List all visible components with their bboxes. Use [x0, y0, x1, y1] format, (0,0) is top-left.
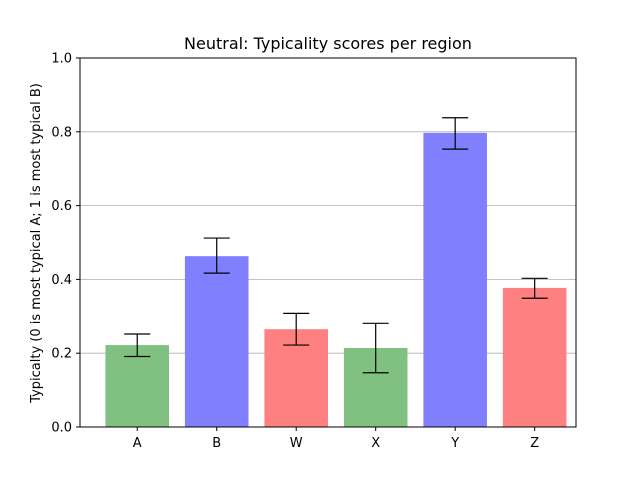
x-tick-label-X: X — [371, 436, 380, 451]
y-tick-label: 1.0 — [51, 52, 72, 67]
y-tick-label: 0.4 — [51, 273, 72, 288]
y-tick-label: 0.8 — [51, 125, 72, 140]
x-tick-label-B: B — [212, 436, 221, 451]
x-tick-label-Z: Z — [530, 436, 539, 451]
gridlines — [80, 131, 576, 354]
error-bars — [124, 117, 548, 374]
bar-B — [184, 256, 249, 427]
x-tick-label-W: W — [290, 436, 303, 451]
bars — [105, 132, 567, 428]
bar-Y — [423, 132, 487, 428]
bar-Z — [502, 287, 567, 427]
bar-A — [105, 345, 170, 427]
y-tick-label: 0.6 — [51, 199, 72, 214]
y-tick-label: 0.2 — [51, 347, 72, 362]
x-tick-label-A: A — [133, 436, 142, 451]
y-axis-label: Typicalty (0 is most typical A; 1 is mos… — [29, 83, 44, 404]
plot-frame — [79, 57, 577, 428]
y-tick-label: 0.0 — [51, 421, 72, 436]
x-tick-label-Y: Y — [450, 436, 459, 451]
chart-title: Neutral: Typicality scores per region — [184, 34, 472, 53]
y-axis-ticks: 0.0 0.2 0.4 0.6 0.8 1.0 — [51, 52, 80, 436]
